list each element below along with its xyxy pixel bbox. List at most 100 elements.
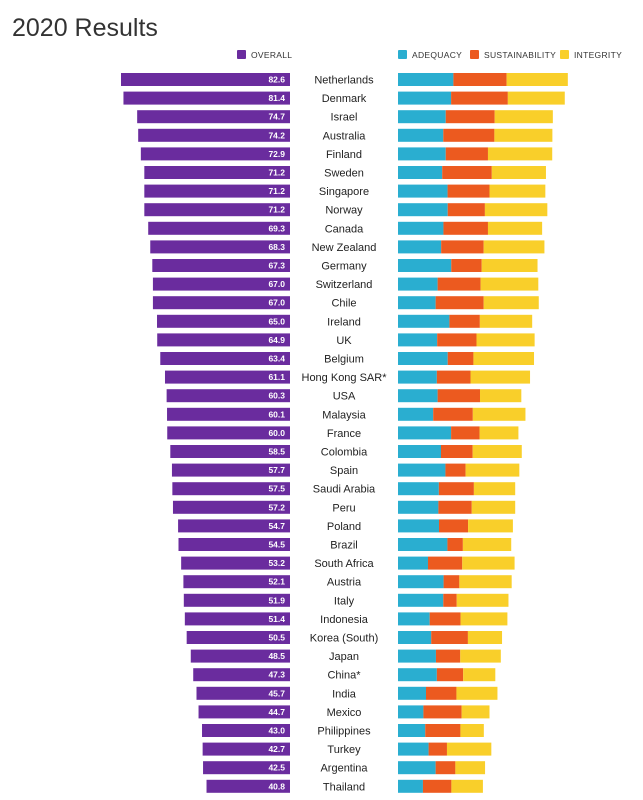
overall-value-israel: 74.7 <box>268 112 285 122</box>
sustainability-bar-india <box>425 686 457 700</box>
legend-label-integrity: INTEGRITY <box>574 50 622 60</box>
integrity-bar-austria <box>459 575 512 589</box>
overall-bar-hong-kong-sar <box>164 370 290 384</box>
country-label-hong-kong-sar: Hong Kong SAR* <box>302 372 388 384</box>
adequacy-bar-israel <box>398 110 446 124</box>
country-label-argentina: Argentina <box>320 763 368 775</box>
integrity-bar-canada <box>487 221 543 235</box>
overall-bar-israel <box>137 110 290 124</box>
overall-bar-philippines <box>202 724 290 737</box>
integrity-bar-switzerland <box>480 277 539 291</box>
overall-bar-peru <box>172 500 290 514</box>
overall-bars: 82.6 81.4 74.7 74.2 72.9 71.2 71.2 71.2 69.3 68.3… <box>121 73 291 793</box>
overall-value-colombia: 58.5 <box>268 447 285 457</box>
legend-swatch-sustainability <box>470 50 479 59</box>
legend-label-sustainability: SUSTAINABILITY <box>484 50 556 60</box>
sustainability-bar-poland <box>439 519 469 533</box>
integrity-bar-usa <box>480 389 522 403</box>
country-label-philippines: Philippines <box>317 726 371 738</box>
adequacy-bar-indonesia <box>398 612 430 626</box>
sustainability-bar-peru <box>438 500 472 514</box>
legend-overall: OVERALL <box>237 50 292 60</box>
overall-bar-switzerland <box>152 277 290 291</box>
sustainability-bar-france <box>451 426 480 440</box>
overall-value-china: 47.3 <box>268 670 285 680</box>
adequacy-bar-ireland <box>398 314 450 328</box>
integrity-bar-china <box>463 668 496 682</box>
country-label-italy: Italy <box>334 595 355 607</box>
sustainability-bar-sweden <box>442 166 492 179</box>
overall-value-mexico: 44.7 <box>268 707 285 717</box>
overall-value-finland: 72.9 <box>268 149 285 159</box>
sustainability-bar-korea-south <box>431 631 468 644</box>
integrity-bar-brazil <box>462 538 512 551</box>
overall-bar-indonesia <box>184 612 290 626</box>
country-label-canada: Canada <box>325 223 364 235</box>
overall-bar-poland <box>178 519 290 533</box>
integrity-bar-australia <box>494 128 553 142</box>
overall-value-belgium: 63.4 <box>268 354 285 364</box>
overall-value-uk: 64.9 <box>268 335 285 345</box>
country-label-new-zealand: New Zealand <box>312 242 377 254</box>
sustainability-bar-norway <box>447 203 485 217</box>
country-label-indonesia: Indonesia <box>320 614 369 626</box>
country-label-ireland: Ireland <box>327 316 361 328</box>
country-label-chile: Chile <box>331 298 356 310</box>
country-label-south-africa: South Africa <box>314 558 374 570</box>
overall-bar-netherlands <box>121 73 290 86</box>
overall-value-france: 60.0 <box>268 428 285 438</box>
overall-value-ireland: 65.0 <box>268 316 285 326</box>
overall-value-korea-south: 50.5 <box>268 633 285 643</box>
country-label-korea-south: Korea (South) <box>310 633 378 645</box>
adequacy-bar-belgium <box>398 352 448 365</box>
adequacy-bar-hong-kong-sar <box>398 370 437 384</box>
integrity-bar-denmark <box>507 91 565 105</box>
overall-bar-chile <box>152 296 290 310</box>
country-label-spain: Spain <box>330 465 358 477</box>
sustainability-bar-germany <box>451 259 482 272</box>
legend-label-adequacy: ADEQUACY <box>412 50 462 60</box>
overall-bar-italy <box>183 593 290 607</box>
overall-value-hong-kong-sar: 61.1 <box>268 372 285 382</box>
overall-bar-south-africa <box>181 556 290 570</box>
overall-bar-uk <box>157 333 290 347</box>
adequacy-bar-germany <box>398 259 452 272</box>
page-title: 2020 Results <box>12 14 158 42</box>
integrity-bar-poland <box>468 519 513 533</box>
sustainability-bar-austria <box>443 575 460 589</box>
country-label-netherlands: Netherlands <box>314 75 374 87</box>
overall-bar-china <box>193 668 290 682</box>
overall-value-india: 45.7 <box>268 688 285 698</box>
integrity-bar-hong-kong-sar <box>470 370 531 384</box>
country-label-australia: Australia <box>323 130 367 142</box>
integrity-bar-india <box>456 686 498 700</box>
integrity-bar-sweden <box>491 166 546 179</box>
overall-bar-france <box>167 426 290 440</box>
adequacy-bar-denmark <box>398 91 452 105</box>
overall-value-south-africa: 53.2 <box>268 558 285 568</box>
sustainability-bar-china <box>436 668 464 682</box>
integrity-bar-norway <box>484 203 548 217</box>
country-label-india: India <box>332 688 357 700</box>
sustainability-bar-ireland <box>449 314 480 328</box>
adequacy-bar-brazil <box>398 538 448 551</box>
sustainability-bar-israel <box>445 110 495 124</box>
adequacy-bar-argentina <box>398 761 436 775</box>
country-label-norway: Norway <box>325 205 363 217</box>
adequacy-bar-italy <box>398 593 444 607</box>
overall-value-philippines: 43.0 <box>268 726 285 736</box>
sustainability-bar-belgium <box>447 352 474 365</box>
integrity-bar-turkey <box>446 742 492 756</box>
overall-value-sweden: 71.2 <box>268 168 285 178</box>
country-label-uk: UK <box>336 335 352 347</box>
overall-value-peru: 57.2 <box>268 502 285 512</box>
country-label-saudi-arabia: Saudi Arabia <box>313 484 376 496</box>
overall-value-spain: 57.7 <box>268 465 285 475</box>
sustainability-bar-australia <box>443 128 495 142</box>
overall-value-germany: 67.3 <box>268 261 285 271</box>
overall-bar-turkey <box>202 742 290 756</box>
sustainability-bar-thailand <box>422 779 452 793</box>
overall-value-turkey: 42.7 <box>268 744 285 754</box>
overall-value-norway: 71.2 <box>268 205 285 215</box>
